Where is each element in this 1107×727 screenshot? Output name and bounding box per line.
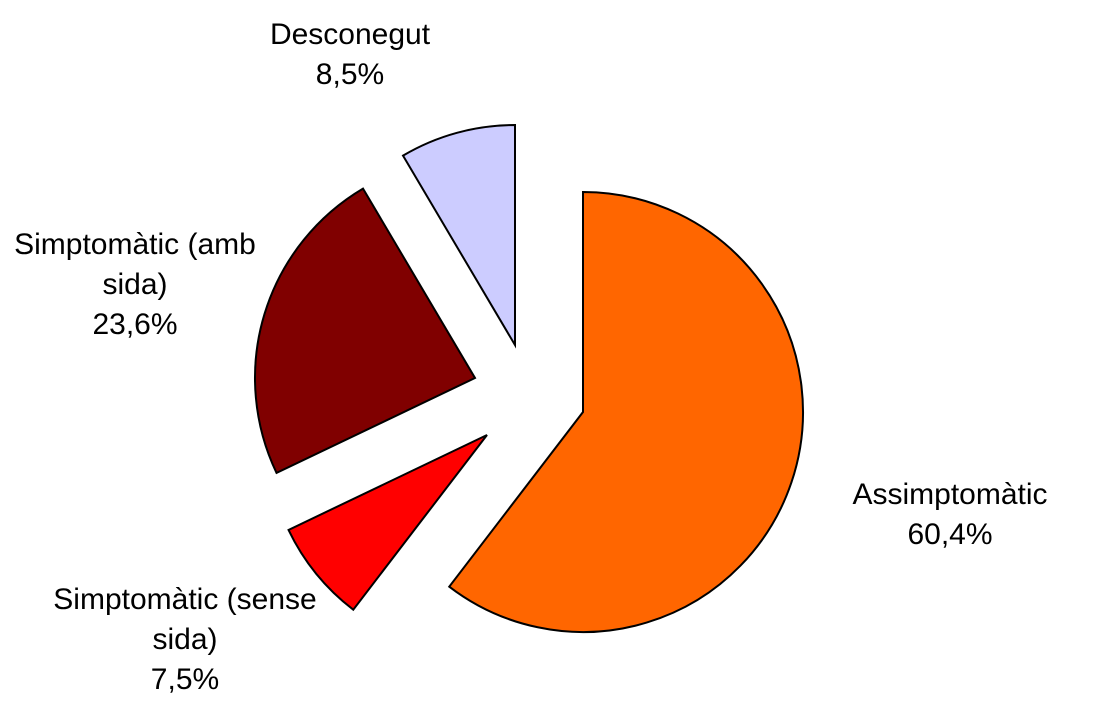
pie-slice xyxy=(254,187,477,475)
pie-slice xyxy=(401,123,516,349)
value-label: 7,5% xyxy=(150,663,220,696)
slice-label: Simptomàtic (sense sida) 7,5% xyxy=(45,580,325,700)
category-name: Desconegut xyxy=(269,18,431,51)
slice-label: Desconegut 8,5% xyxy=(210,15,490,95)
pie-slice xyxy=(447,190,804,633)
slice-label: Simptomàtic (amb sida) 23,6% xyxy=(0,225,275,345)
category-name: Assimptomàtic xyxy=(852,478,1048,511)
value-label: 8,5% xyxy=(315,58,385,91)
value-label: 60,4% xyxy=(907,518,993,551)
category-name: Simptomàtic (amb sida) xyxy=(14,228,256,301)
category-name: Simptomàtic (sense sida) xyxy=(53,583,317,656)
slice-label: Assimptomàtic 60,4% xyxy=(810,475,1090,555)
value-label: 23,6% xyxy=(92,308,178,341)
pie-slice xyxy=(287,434,488,612)
